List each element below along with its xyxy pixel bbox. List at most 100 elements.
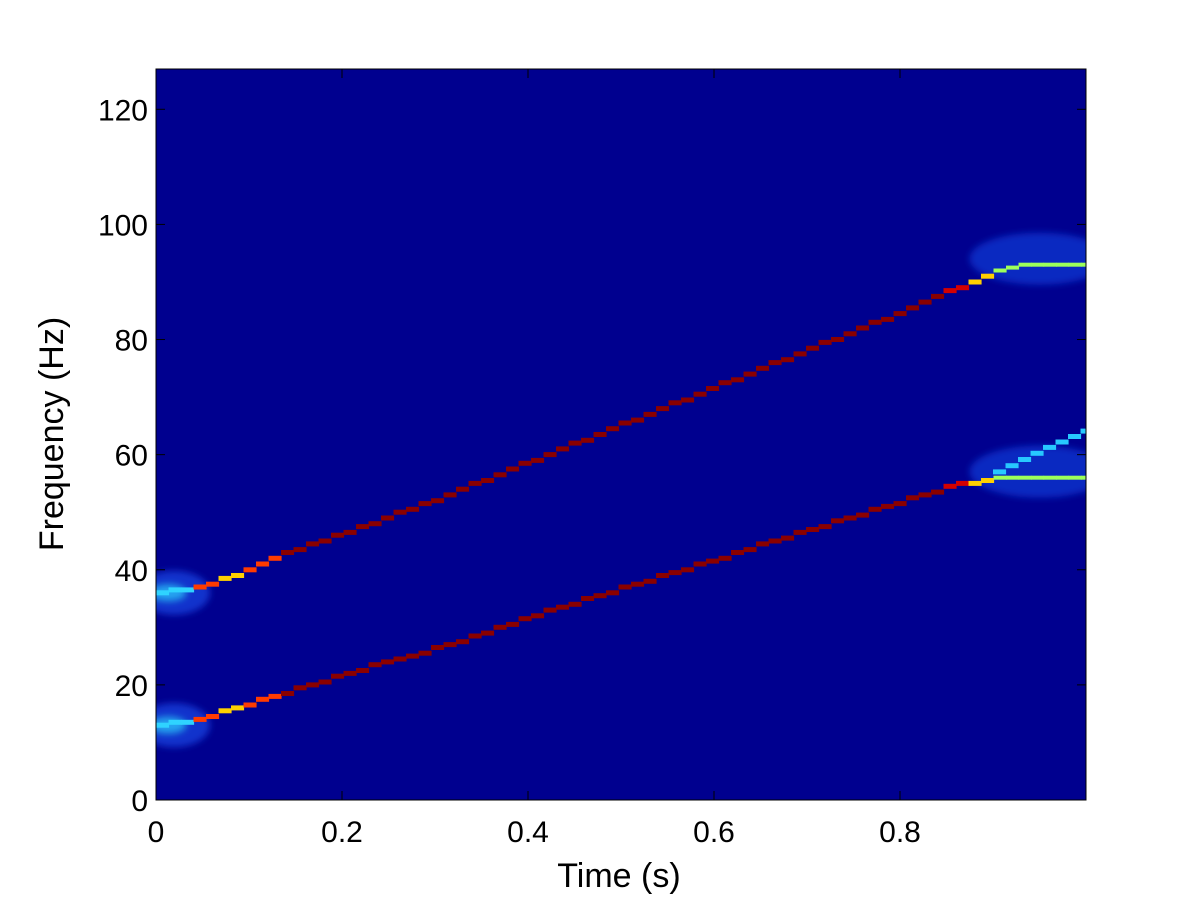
spectral-bin [843, 331, 857, 337]
y-tick-label: 100 [98, 209, 148, 242]
spectral-bin [243, 702, 257, 708]
spectral-bin [693, 391, 707, 397]
spectral-bin [256, 561, 270, 567]
spectral-bin [431, 498, 445, 504]
spectral-bin [268, 555, 282, 561]
spectral-bin [356, 668, 370, 673]
spectral-bin [456, 486, 470, 492]
spectral-bin [618, 420, 632, 426]
spectral-bin [706, 558, 720, 564]
spectral-bin [468, 480, 482, 486]
spectral-bin [281, 691, 295, 696]
spectral-bin [568, 440, 582, 446]
spectral-bin [1056, 475, 1070, 480]
spectral-bin [581, 596, 595, 601]
spectral-bin [743, 371, 757, 377]
spectral-bin [656, 406, 670, 412]
spectral-bin [606, 426, 620, 432]
spectral-bin [831, 518, 845, 524]
spectral-bin [543, 452, 557, 458]
spectral-bin [193, 716, 207, 722]
x-tick-label: 0 [148, 816, 165, 849]
spectral-bin [443, 492, 457, 498]
spectral-bin [556, 446, 570, 452]
spectral-bin [518, 460, 532, 466]
spectral-bin [193, 584, 207, 590]
spectral-bin [381, 515, 395, 521]
spectral-bin [293, 547, 307, 553]
spectral-bin [381, 659, 395, 665]
spectral-bin [331, 532, 345, 538]
spectral-bin [368, 521, 382, 527]
spectral-bin [918, 299, 932, 305]
spectral-bin [668, 400, 682, 406]
spectral-bin [531, 613, 545, 619]
spectral-bin [818, 524, 832, 530]
spectral-bin [481, 478, 495, 483]
spectral-bin [618, 584, 632, 590]
spectral-bin [806, 527, 820, 532]
spectral-bin [543, 607, 557, 613]
spectral-bin [593, 432, 607, 437]
spectral-bin [293, 685, 307, 691]
spectral-bin [393, 509, 407, 515]
spectral-bin [531, 457, 545, 463]
y-axis-label: Frequency (Hz) [33, 317, 71, 551]
spectral-bin [968, 279, 982, 285]
spectral-bin [631, 417, 645, 423]
spectral-bin [1081, 262, 1086, 267]
spectral-bin [1081, 475, 1086, 480]
x-axis-label: Time (s) [557, 857, 680, 895]
spectral-bin [1068, 475, 1082, 480]
spectral-bin [256, 696, 270, 702]
spectral-bin [218, 575, 232, 581]
spectral-bin [181, 587, 195, 593]
spectral-bin [218, 708, 232, 714]
spectral-bin [856, 325, 870, 331]
spectral-bin [993, 268, 1007, 273]
spectral-bin [1018, 475, 1032, 480]
spectral-bin [993, 475, 1007, 480]
spectral-bin [1068, 434, 1082, 439]
spectral-bin [1056, 262, 1070, 267]
spectral-bin [443, 642, 457, 648]
spectral-bin [168, 719, 182, 725]
spectral-bin [606, 590, 620, 596]
plot-frame [155, 68, 1087, 801]
ridge-2 [156, 475, 1086, 728]
spectral-bin [693, 561, 707, 567]
spectral-bin [243, 567, 257, 573]
spectral-bin [493, 472, 507, 478]
spectral-bin [1080, 428, 1086, 434]
y-tick-label: 20 [115, 670, 148, 703]
spectral-bin [331, 673, 345, 679]
spectral-bin [793, 351, 807, 357]
spectral-bin [281, 550, 295, 555]
spectral-bin [818, 339, 832, 345]
spectral-bin [231, 573, 245, 578]
spectral-bin [781, 535, 795, 541]
spectral-bin [1031, 262, 1045, 267]
ridge-halo-2 [156, 445, 1086, 748]
ridge-1 [156, 262, 1086, 596]
spectral-bin [743, 547, 757, 553]
tail-ridge [993, 428, 1086, 475]
x-tick-label: 0.6 [693, 816, 735, 849]
spectral-bin [856, 512, 870, 518]
y-tick-label: 120 [98, 94, 148, 127]
spectral-bin [993, 469, 1007, 475]
spectral-bin [456, 639, 470, 645]
spectral-bin [943, 483, 957, 489]
spectral-bin [968, 480, 982, 486]
spectral-bin [956, 285, 970, 291]
spectral-bin [231, 705, 245, 711]
spectral-bin [918, 492, 932, 498]
spectral-bin [1068, 262, 1082, 267]
spectral-bin [306, 541, 320, 547]
spectral-bin [343, 529, 357, 535]
spectral-bin [881, 316, 895, 322]
spectral-bin [931, 293, 945, 299]
spectral-bin [668, 570, 682, 576]
spectral-bin [781, 357, 795, 363]
